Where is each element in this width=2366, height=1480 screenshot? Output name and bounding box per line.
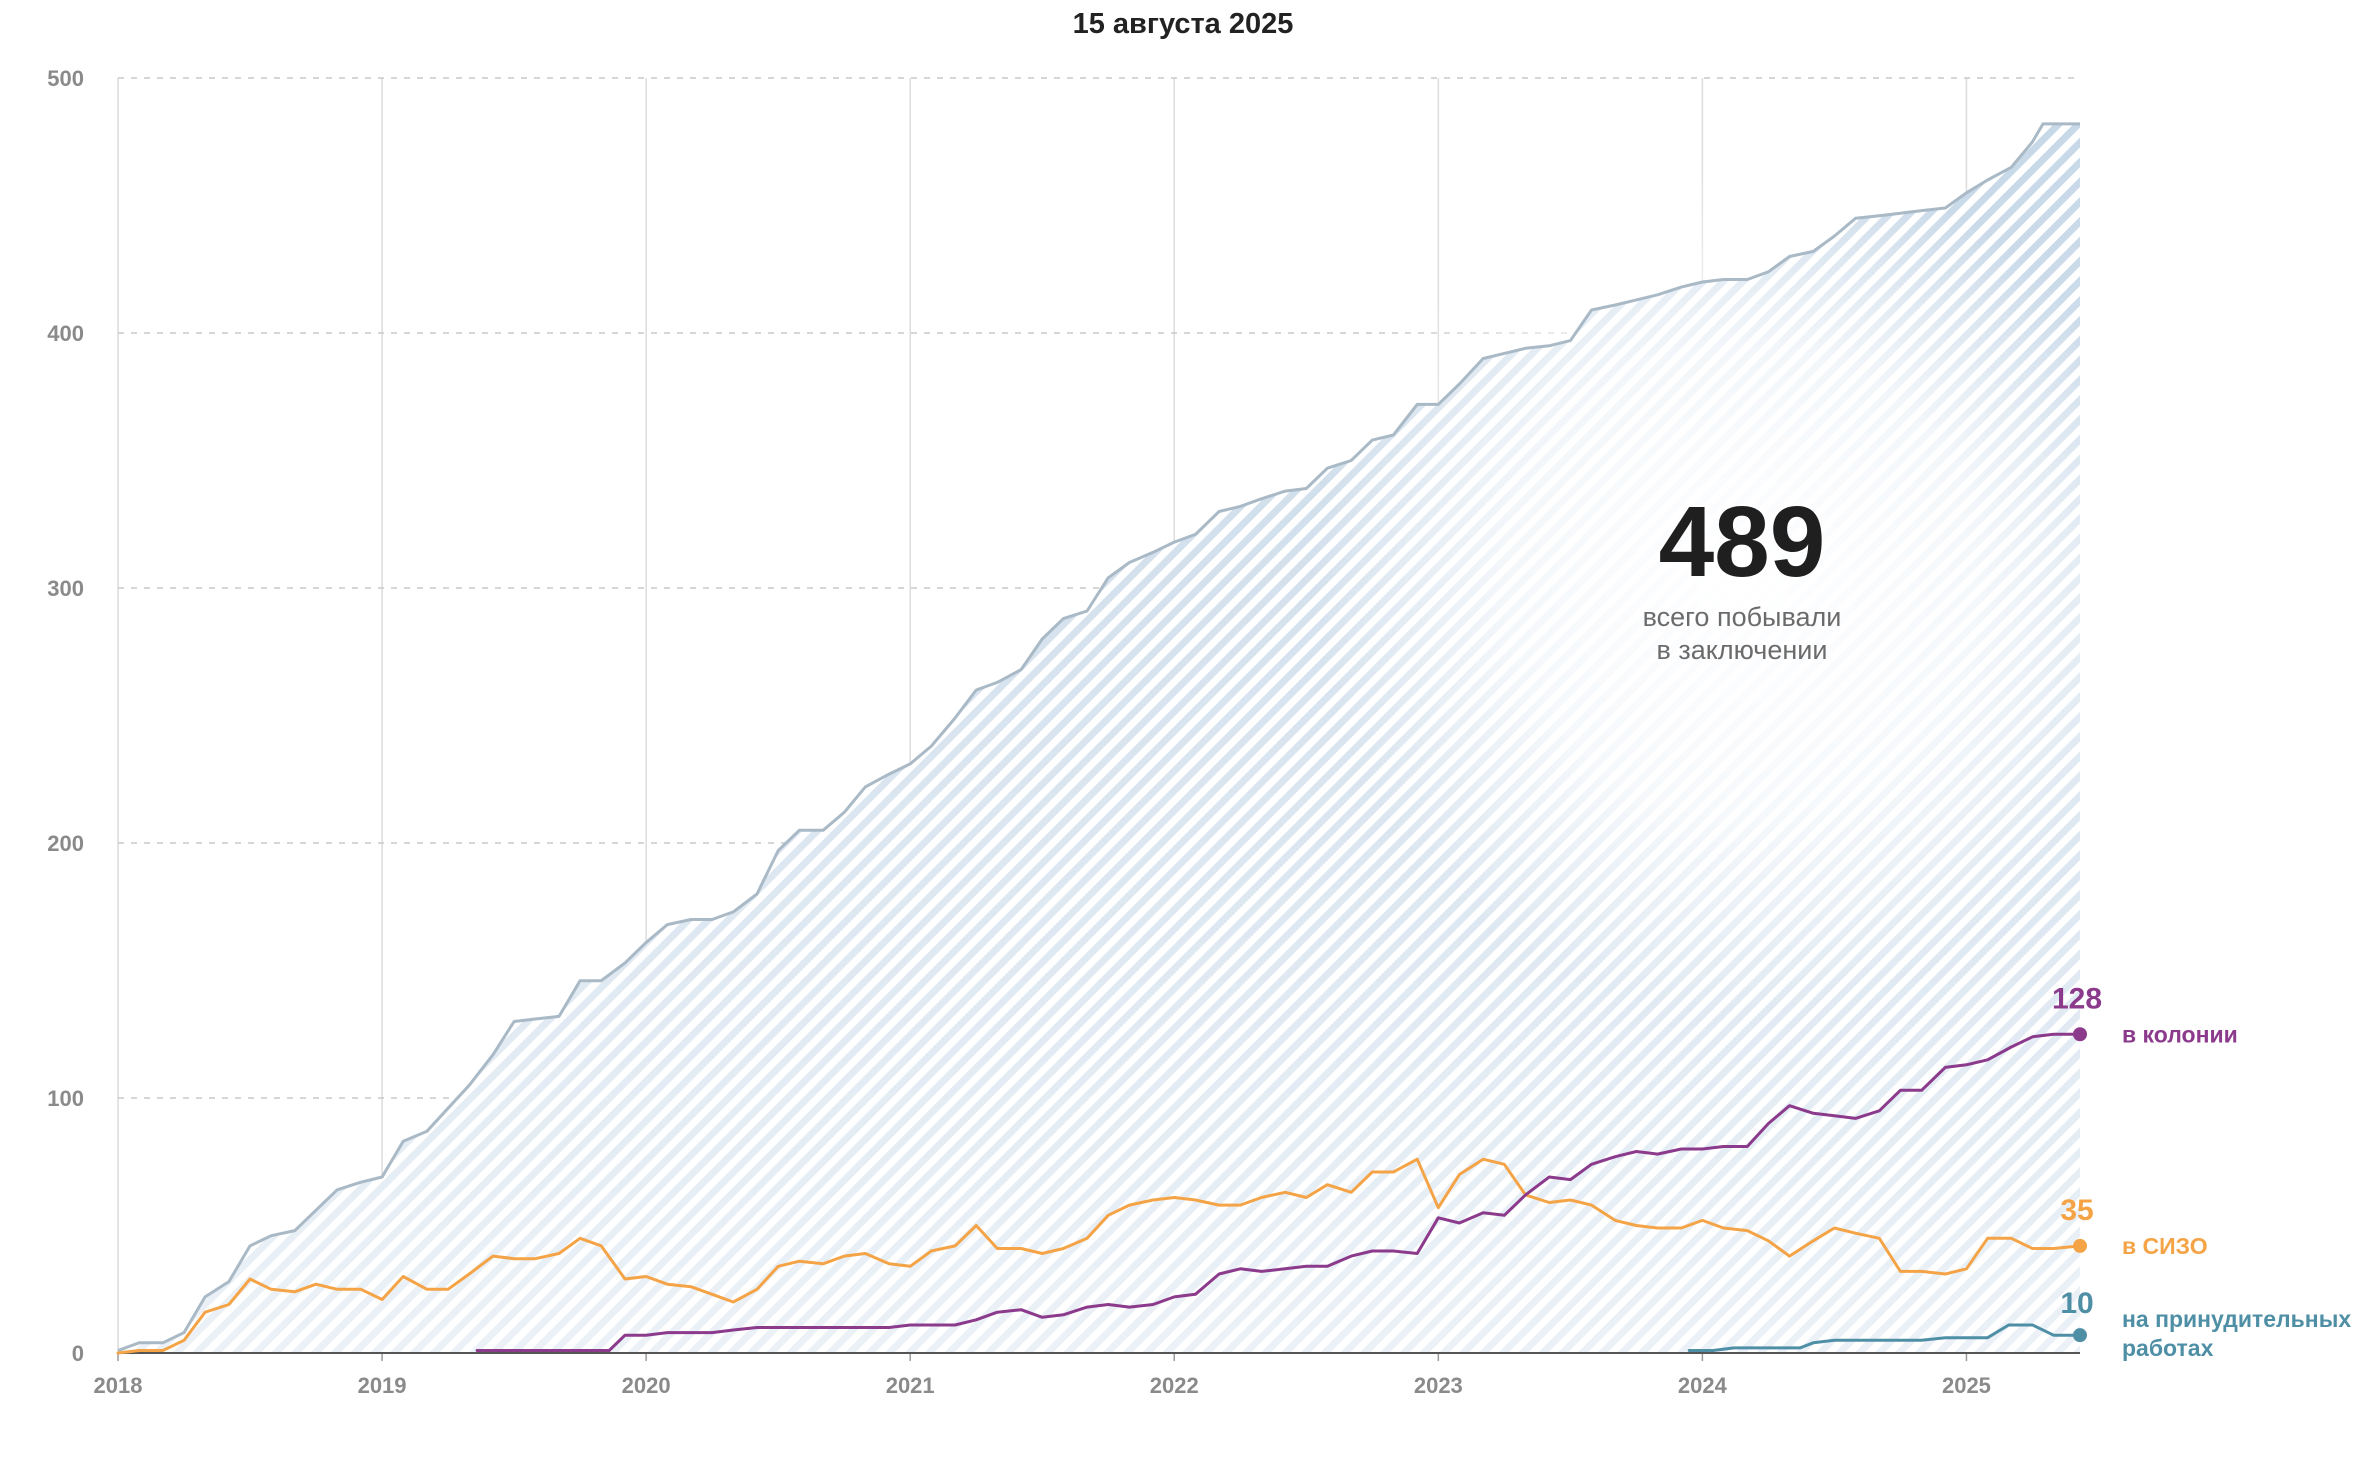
- sizo-series-label: в СИЗО: [2122, 1233, 2208, 1259]
- x-tick-label: 2022: [1150, 1373, 1199, 1398]
- colony-end-marker: [2073, 1027, 2087, 1042]
- colony-series-label: в колонии: [2122, 1021, 2238, 1047]
- x-tick-label: 2019: [358, 1373, 407, 1398]
- sizo-end-value: 35: [2060, 1194, 2093, 1227]
- colony-end-value: 128: [2052, 982, 2102, 1015]
- forced-end-value: 10: [2060, 1287, 2093, 1320]
- x-tick-label: 2020: [622, 1373, 671, 1398]
- x-tick-label: 2024: [1678, 1373, 1728, 1398]
- axes: 2018 2019 2020 2021 2022 2023 2024 2025 0 100 200 3…: [47, 66, 2080, 1398]
- total-number: 489: [1659, 486, 1826, 598]
- total-highlight-glow: [1312, 160, 2172, 1020]
- total-area-layer: [117, 122, 2172, 1353]
- series-lines: [116, 1027, 2087, 1355]
- x-tick-label: 2021: [886, 1373, 935, 1398]
- total-caption-line2: в заключении: [1657, 635, 1828, 665]
- forced-line: [1687, 1323, 2082, 1352]
- highlight-total: 489 всего побывали в заключении: [1643, 486, 1842, 665]
- sizo-end-marker: [2073, 1238, 2087, 1253]
- y-tick-label: 300: [47, 576, 84, 601]
- x-tick-label: 2023: [1414, 1373, 1463, 1398]
- y-tick-label: 400: [47, 321, 84, 346]
- forced-series-label-line1: на принудительных: [2122, 1306, 2351, 1332]
- sizo-line: [116, 1157, 2082, 1355]
- forced-end-marker: [2073, 1328, 2087, 1343]
- x-tick-label: 2018: [94, 1373, 143, 1398]
- y-tick-label: 100: [47, 1086, 84, 1111]
- total-line: [117, 122, 2080, 1352]
- end-label-sizo: 35 в СИЗО: [2060, 1194, 2207, 1259]
- x-tick-label: 2025: [1942, 1373, 1991, 1398]
- chart-title: 15 августа 2025: [1073, 8, 1294, 40]
- y-tick-label: 200: [47, 831, 84, 856]
- end-label-forced: 10 на принудительных работах: [2060, 1287, 2351, 1361]
- end-label-colony: 128 в колонии: [2052, 982, 2238, 1047]
- colony-line: [475, 1032, 2082, 1352]
- y-tick-label: 500: [47, 66, 84, 91]
- total-caption-line1: всего побывали: [1643, 602, 1842, 632]
- y-tick-label: 0: [72, 1341, 84, 1366]
- forced-series-label-line2: работах: [2122, 1335, 2214, 1361]
